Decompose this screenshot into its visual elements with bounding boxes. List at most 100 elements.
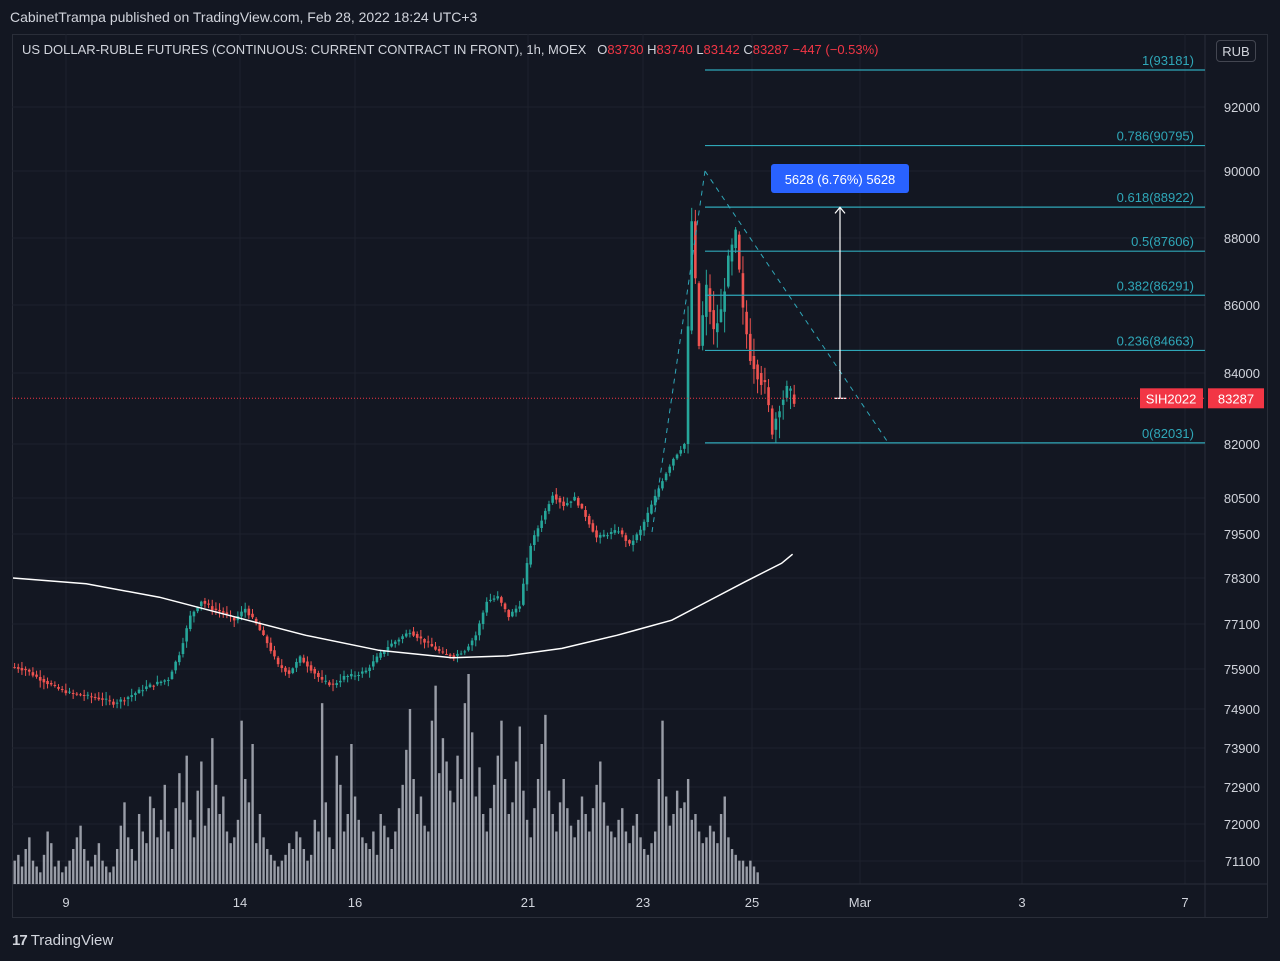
currency-button[interactable]: RUB (1216, 40, 1256, 62)
volume-bar (302, 849, 306, 884)
volume-bar (595, 784, 598, 884)
volume-bar (174, 808, 177, 884)
volume-bar (481, 814, 485, 884)
candle-body (544, 510, 547, 520)
volume-bar (134, 860, 137, 884)
candle-body (390, 643, 393, 647)
candle-body (774, 418, 778, 430)
volume-bar (522, 790, 525, 884)
volume-bar (500, 720, 503, 884)
volume-bar (697, 831, 701, 884)
candle-body (650, 504, 653, 514)
volume-bar (152, 808, 155, 884)
candle-body (178, 655, 181, 663)
volume-bar (492, 784, 496, 884)
volume-bar (756, 872, 759, 884)
volume-bar (397, 808, 401, 884)
volume-bar (566, 808, 569, 884)
volume-bar (298, 837, 302, 884)
price-tag (1208, 388, 1264, 409)
candle-body (456, 653, 459, 656)
time-tick-label: 16 (348, 895, 362, 910)
candle-body (218, 609, 221, 612)
volume-bar (606, 825, 609, 884)
candle-body (371, 661, 375, 667)
candle-body (474, 635, 478, 641)
volume-bar (573, 837, 576, 884)
high-label: H (647, 42, 657, 57)
volume-bar (386, 837, 390, 884)
candle-body (174, 661, 177, 671)
candle-body (361, 671, 364, 674)
volume-bar (672, 814, 675, 884)
candle-body (708, 288, 712, 312)
volume-bar (701, 843, 704, 884)
candle-body (108, 700, 112, 702)
candle-body (452, 655, 456, 658)
candle-body (145, 686, 148, 689)
candle-body (712, 310, 715, 330)
fib-level-label: 0.5(87606) (1131, 234, 1194, 249)
candle-body (35, 674, 38, 677)
candle-body (719, 309, 723, 322)
candle-body (295, 661, 298, 668)
candle-body (657, 488, 661, 497)
volume-bar (661, 720, 664, 884)
candle-body (514, 608, 518, 613)
candle-body (441, 651, 445, 653)
price-tick-label: 88000 (1224, 231, 1260, 246)
candle-body (613, 530, 617, 533)
candle-body (148, 684, 152, 687)
candle-body (591, 523, 595, 532)
volume-bar (35, 866, 38, 884)
candle-body (412, 631, 415, 636)
candle-body (240, 611, 243, 617)
candle-body (401, 636, 404, 639)
candle-body (584, 510, 587, 517)
candle-body (602, 534, 606, 537)
volume-bar (320, 703, 324, 884)
fib-level-label: 0.618(88922) (1117, 190, 1194, 205)
candle-body (767, 387, 770, 406)
volume-bar (170, 849, 174, 884)
volume-bar (255, 843, 258, 884)
candle-body (287, 670, 291, 674)
volume-bar (668, 825, 672, 884)
time-tick-label: Mar (849, 895, 872, 910)
volume-bar (632, 825, 635, 884)
candle-body (727, 255, 730, 287)
candle-body (46, 681, 49, 685)
volume-bar (503, 779, 507, 884)
volume-bar (181, 802, 185, 884)
time-tick-label: 3 (1018, 895, 1025, 910)
candle-body (170, 671, 174, 679)
candle-body (609, 531, 613, 534)
candle-body (781, 399, 785, 405)
candle-body (68, 691, 71, 693)
candle-body (668, 466, 672, 473)
volume-bar (375, 854, 379, 884)
volume-bar (749, 860, 752, 884)
volume-bar (646, 854, 650, 884)
candle-body (533, 535, 536, 545)
volume-bar (222, 796, 225, 884)
candle-body (60, 689, 64, 690)
candle-body (115, 702, 119, 704)
volume-bar (61, 872, 64, 884)
volume-bar (126, 837, 130, 884)
candle-body (258, 624, 262, 631)
volume-bar (13, 860, 16, 884)
volume-bar (192, 837, 196, 884)
volume-bar (558, 802, 562, 884)
volume-bar (288, 843, 291, 884)
symbol-legend: US DOLLAR-RUBLE FUTURES (CONTINUOUS: CUR… (22, 42, 879, 57)
time-tick-label: 14 (233, 895, 247, 910)
price-chart[interactable]: 1(93181) 0.786(90795) 0.618(88922) 0.5(8760… (12, 34, 1268, 918)
price-tick-label: 72900 (1224, 780, 1260, 795)
candle-body (397, 639, 401, 642)
candle-body (357, 674, 360, 676)
candle-body (426, 641, 430, 643)
volume-bar (445, 761, 448, 884)
candle-body (576, 498, 580, 506)
candle-body (306, 661, 309, 667)
